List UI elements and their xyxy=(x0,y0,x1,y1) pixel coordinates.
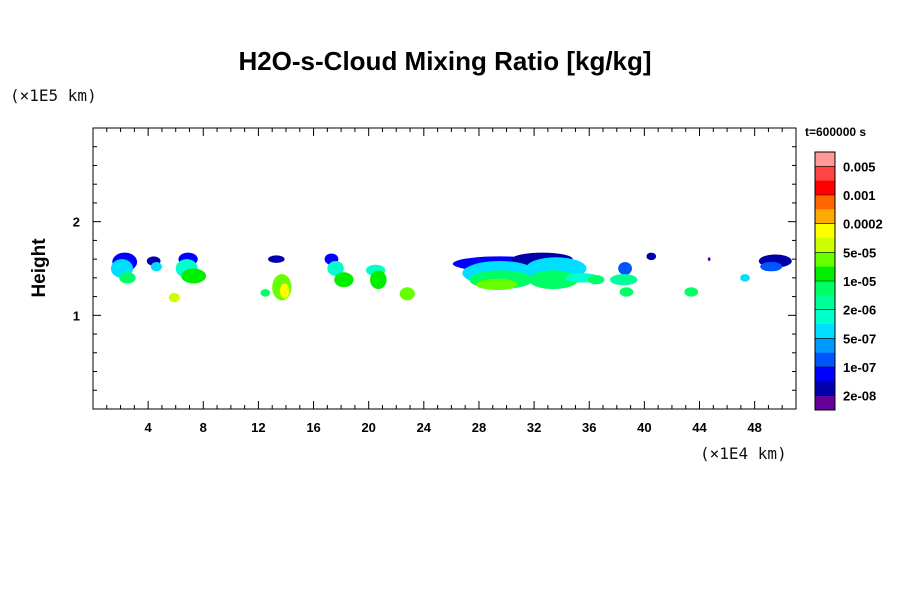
colorbar-swatch xyxy=(815,266,835,282)
colorbar: 0.005 0.001 0.0002 5e-05 1e-05 2e-06 5e-07 1e-0… xyxy=(814,151,883,411)
cloud-cell xyxy=(181,268,207,284)
colorbar-label: 2e-08 xyxy=(843,389,876,404)
colorbar-swatch xyxy=(815,381,835,396)
cloud-cell xyxy=(609,274,638,286)
x-tick-label: 24 xyxy=(417,420,432,435)
y-tick-label: 1 xyxy=(73,308,80,323)
x-tick-label: 36 xyxy=(582,420,596,435)
cloud-cell xyxy=(327,261,344,276)
time-label: t=600000 s xyxy=(805,125,867,139)
colorbar-swatch xyxy=(815,281,835,296)
colorbar-swatch xyxy=(815,152,835,167)
x-tick-label: 44 xyxy=(692,420,707,435)
colorbar-label: 1e-07 xyxy=(843,360,876,375)
cloud-cell xyxy=(168,292,180,303)
y-tick-label: 2 xyxy=(73,215,80,230)
cloud-cell xyxy=(707,257,711,262)
colorbar-swatch xyxy=(815,309,835,325)
colorbar-label: 5e-05 xyxy=(843,245,876,260)
x-tick-label: 8 xyxy=(200,420,207,435)
x-tick-label: 48 xyxy=(747,420,761,435)
y-axis-unit: (×1E5 km) xyxy=(10,86,97,105)
x-tick-label: 32 xyxy=(527,420,541,435)
cloud-cell xyxy=(684,287,699,297)
colorbar-swatch xyxy=(815,252,835,267)
colorbar-label: 0.0002 xyxy=(843,217,883,232)
colorbar-swatch xyxy=(815,367,835,382)
cloud-field xyxy=(110,252,792,303)
plot-frame xyxy=(92,127,797,410)
cloud-cell xyxy=(646,252,657,261)
colorbar-swatch xyxy=(815,195,835,210)
colorbar-swatch xyxy=(815,395,835,411)
cloud-cell xyxy=(619,287,634,297)
x-axis-unit: (×1E4 km) xyxy=(700,444,787,463)
cloud-cell xyxy=(268,255,285,263)
colorbar-swatch xyxy=(815,180,835,196)
cloud-cell xyxy=(399,287,415,301)
cloud-cell xyxy=(528,270,579,290)
colorbar-swatch xyxy=(815,295,835,310)
cloud-cell xyxy=(260,289,271,297)
colorbar-label: 5e-07 xyxy=(843,331,876,346)
colorbar-swatch xyxy=(815,223,835,239)
cloud-cell xyxy=(119,272,136,284)
colorbar-swatch xyxy=(815,166,835,181)
cloud-cell xyxy=(150,261,162,272)
chart-title: H2O-s-Cloud Mixing Ratio [kg/kg] xyxy=(238,46,652,76)
x-tick-label: 40 xyxy=(637,420,651,435)
cloud-cell xyxy=(476,278,518,291)
colorbar-label: 0.005 xyxy=(843,159,876,174)
x-tick-label: 16 xyxy=(306,420,320,435)
cloud-cell xyxy=(279,283,290,299)
colorbar-swatch xyxy=(815,338,835,353)
x-tick-label: 12 xyxy=(251,420,265,435)
cloud-cell xyxy=(618,261,632,276)
x-tick-label: 4 xyxy=(145,420,153,435)
cloud-cell xyxy=(370,270,387,290)
colorbar-swatch xyxy=(815,238,835,253)
colorbar-label: 0.001 xyxy=(843,188,876,203)
cloud-cell xyxy=(587,275,605,285)
colorbar-swatch xyxy=(815,209,835,224)
x-tick-label: 20 xyxy=(361,420,375,435)
colorbar-label: 1e-05 xyxy=(843,274,876,289)
x-tick-label: 28 xyxy=(472,420,486,435)
cloud-cell xyxy=(760,261,783,272)
cloud-cell xyxy=(334,272,354,288)
colorbar-swatch xyxy=(815,324,835,339)
colorbar-label: 2e-06 xyxy=(843,303,876,318)
cloud-cell xyxy=(740,274,750,282)
colorbar-swatch xyxy=(815,352,835,368)
